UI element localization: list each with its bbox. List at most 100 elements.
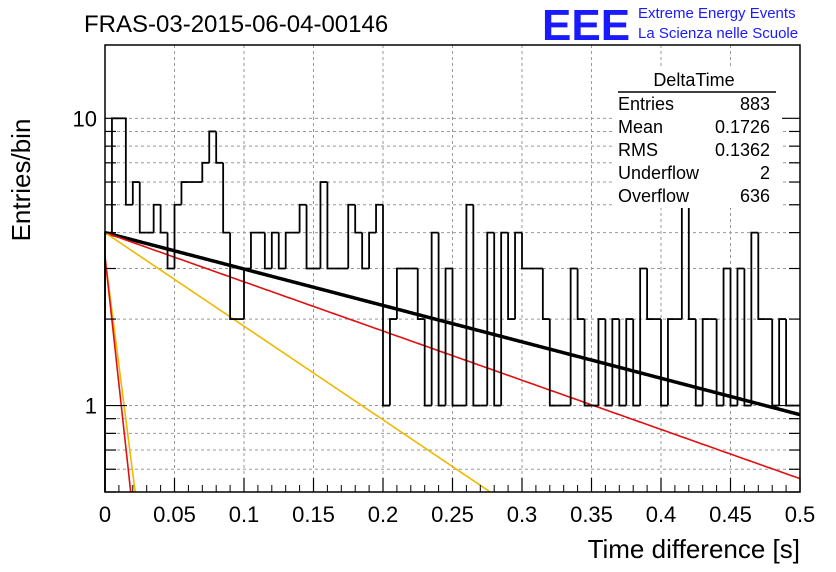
stats-row-value: 636 [740,186,770,206]
histogram-bin [583,319,592,407]
x-tick-label: 0.2 [368,502,399,527]
histogram-bin [423,319,432,407]
histogram-bin [361,232,370,270]
histogram-bin [451,268,460,407]
stats-row-value: 0.1362 [715,140,770,160]
histogram-bin [354,204,363,234]
histogram-bin [326,182,335,270]
histogram-bin [736,267,745,406]
histogram-bin [270,231,279,269]
histogram-bin [778,318,787,406]
histogram-bin [159,204,168,234]
stats-row-label: Overflow [618,186,690,206]
histogram-bin [771,319,780,407]
histogram-bin [368,231,377,269]
histogram-bin [347,203,356,269]
histogram-bin [667,318,675,406]
histogram-bin [569,267,578,406]
histogram-bin [208,130,217,163]
x-tick-label: 0.35 [570,502,613,527]
stats-row-value: 0.1726 [715,117,770,137]
histogram-bin [319,181,328,269]
histogram-bin [284,231,293,269]
histogram-bin [750,231,759,406]
histogram-bin [632,319,641,407]
histogram-bin [743,268,752,407]
histogram-bin [250,231,258,269]
brand-logo: EEE Extreme Energy Events La Scienza nel… [542,1,798,50]
stats-row-label: RMS [618,140,658,160]
histogram-bin [166,232,175,270]
histogram-bin [680,203,689,320]
histogram-bin [215,131,224,164]
stats-box: DeltaTime Entries 883 Mean 0.1726 RMS 0.1362 U… [612,68,782,208]
y-tick-label: 1 [85,394,97,419]
histogram-bin [757,232,766,320]
histogram-bin [618,319,627,407]
x-tick-label: 0.4 [646,502,677,527]
histogram-bin [263,232,272,270]
histogram-bin [465,203,474,406]
axis-ticks [104,117,801,493]
histogram-bin [639,267,648,406]
histogram-bin [646,268,655,320]
histogram-bin [382,204,390,407]
histogram-bin [722,267,731,406]
x-tick-label: 0.25 [431,502,474,527]
histogram-bin [625,318,634,406]
histogram-bin [173,203,182,269]
histogram-bin [548,319,557,407]
histogram-bin [701,318,710,406]
histogram-bin [243,267,251,320]
x-tick-label: 0.1 [229,502,260,527]
brand-line-2: La Scienza nelle Scuole [638,25,798,42]
histogram-bin [375,203,383,233]
histogram-bin [229,232,238,320]
fit-curve-5 [105,256,132,492]
histogram-bin [500,231,509,406]
histogram-bin [437,232,446,407]
histogram-bin [201,161,210,183]
stats-row-value: 883 [740,94,770,114]
histogram-bin [687,204,696,320]
y-tick-label: 10 [73,106,97,131]
histogram-bin [430,231,439,406]
histogram-bin [389,318,397,406]
x-tick-label: 0 [99,502,111,527]
histogram-bin [486,231,495,406]
histogram-bin [124,118,133,206]
x-tick-label: 0.3 [507,502,538,527]
stats-row-label: Mean [618,117,663,137]
histogram-bin [222,162,231,234]
stats-row-label: Entries [618,94,674,114]
histogram-bin [715,319,724,407]
histogram-bin [611,318,620,406]
stats-row-label: Underflow [618,163,700,183]
histogram-bin [507,232,516,320]
histogram-bin [597,318,606,406]
histogram-bin [298,203,307,233]
stats-title: DeltaTime [653,70,734,90]
brand-line-1: Extreme Energy Events [638,5,796,22]
histogram-bin [180,181,189,205]
x-tick-label: 0.5 [785,502,816,527]
histogram-bin [521,232,529,270]
y-axis-label: Entries/bin [6,119,36,242]
histogram-bin [444,267,453,406]
stats-rows: Entries 883 Mean 0.1726 RMS 0.1362 Underflow 2 O… [618,94,770,206]
histogram-series [104,117,800,492]
histogram-bin [138,182,147,234]
fit-curve-3 [105,231,492,492]
histogram-bin [277,232,286,270]
y-tick-labels: 1 10 [73,106,97,418]
histogram-bin [305,204,314,270]
histogram-bin [604,319,613,407]
histogram-bin [660,319,668,407]
x-axis-label: Time difference [s] [588,534,800,564]
histogram-bin [785,319,794,407]
histogram-bin [694,319,703,407]
histogram-bin [541,268,550,320]
brand-logo-text: EEE [542,1,630,50]
histogram-bin [416,268,425,320]
chart-title: FRAS-03-2015-06-04-00146 [84,11,388,38]
